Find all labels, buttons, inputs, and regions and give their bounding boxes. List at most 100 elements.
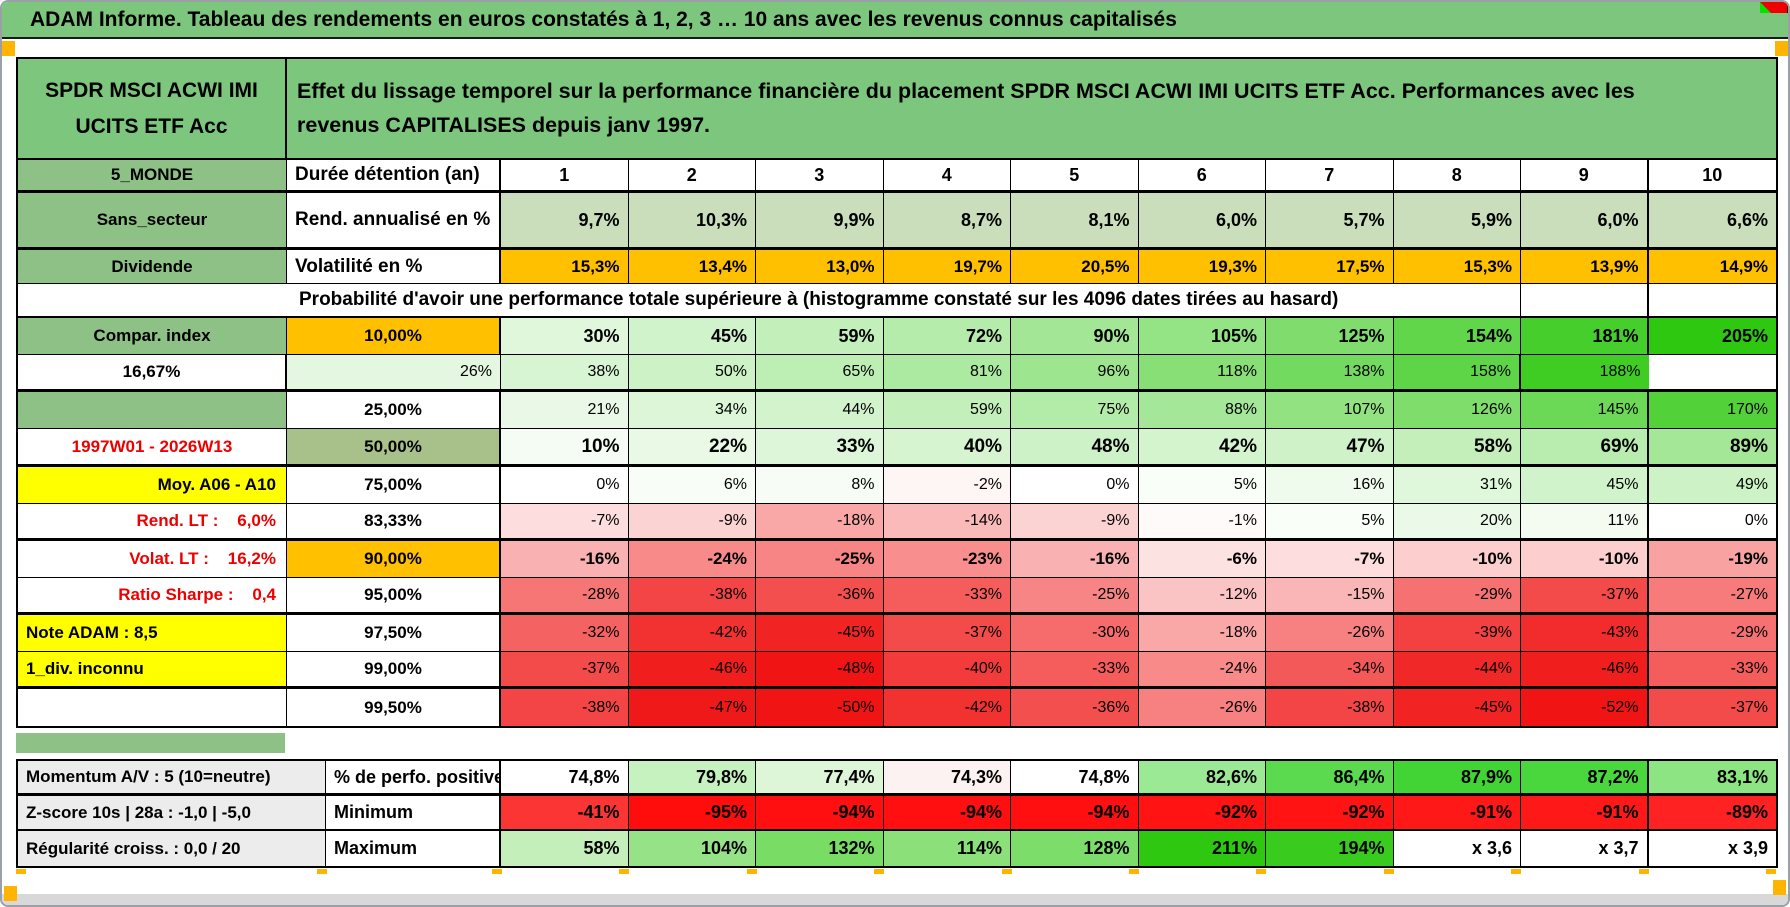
data-cell[interactable]: -1%	[1138, 504, 1266, 538]
data-cell[interactable]: 9,9%	[756, 193, 884, 247]
data-cell[interactable]: 19,7%	[883, 250, 1011, 283]
row-header-cell[interactable]: Régularité croiss. : 0,0 / 20	[18, 831, 326, 866]
data-cell[interactable]: -38%	[628, 578, 756, 612]
data-cell[interactable]: 1	[501, 160, 629, 190]
data-cell[interactable]: -10%	[1521, 541, 1649, 577]
data-cell[interactable]: 114%	[883, 831, 1011, 866]
merged-note-cell[interactable]: Probabilité d'avoir une performance tota…	[287, 284, 1521, 316]
data-cell[interactable]: -37%	[1648, 689, 1776, 726]
data-cell[interactable]: 6,0%	[1521, 193, 1649, 247]
data-cell[interactable]: -24%	[1138, 652, 1266, 686]
data-cell[interactable]: -26%	[1138, 689, 1266, 726]
row-header-cell[interactable]: Sans_secteur	[18, 193, 287, 247]
data-cell[interactable]	[1648, 284, 1776, 316]
data-cell[interactable]: 188%	[1521, 355, 1649, 389]
data-cell[interactable]: 58%	[1393, 429, 1521, 464]
data-cell[interactable]: 49%	[1648, 467, 1776, 503]
row-header-cell[interactable]: Ratio Sharpe : 0,4	[18, 578, 287, 612]
data-cell[interactable]: 104%	[628, 831, 756, 866]
data-cell[interactable]: -89%	[1648, 796, 1776, 829]
data-cell[interactable]: 75%	[1011, 392, 1139, 428]
row-label-cell[interactable]: 25,00%	[287, 392, 501, 428]
data-cell[interactable]: 79,8%	[628, 761, 756, 793]
data-cell[interactable]: 0%	[1648, 504, 1776, 538]
data-cell[interactable]: 105%	[1138, 318, 1266, 354]
data-cell[interactable]: -46%	[628, 652, 756, 686]
row-header-cell[interactable]: 1997W01 - 2026W13	[18, 429, 287, 464]
data-cell[interactable]: 10	[1648, 160, 1776, 190]
data-cell[interactable]: -28%	[501, 578, 629, 612]
data-cell[interactable]: 8	[1393, 160, 1521, 190]
data-cell[interactable]: -38%	[501, 689, 629, 726]
data-cell[interactable]: 132%	[756, 831, 884, 866]
data-cell[interactable]: -7%	[501, 504, 629, 538]
data-cell[interactable]: -36%	[756, 578, 884, 612]
row-label-cell[interactable]: 99,50%	[287, 689, 501, 726]
data-cell[interactable]: -23%	[883, 541, 1011, 577]
fund-name-cell[interactable]: SPDR MSCI ACWI IMI UCITS ETF Acc	[18, 59, 287, 158]
data-cell[interactable]: -27%	[1648, 578, 1776, 612]
data-cell[interactable]: 30%	[501, 318, 629, 354]
data-cell[interactable]: -6%	[1138, 541, 1266, 577]
row-label-cell[interactable]: Durée détention (an)	[287, 160, 501, 190]
data-cell[interactable]: -45%	[1393, 689, 1521, 726]
data-cell[interactable]: 5%	[1266, 504, 1394, 538]
data-cell[interactable]: -16%	[1011, 541, 1139, 577]
data-cell[interactable]: -48%	[756, 652, 884, 686]
data-cell[interactable]: -38%	[1266, 689, 1394, 726]
row-label-cell[interactable]: % de perfo. positive	[326, 761, 501, 793]
data-cell[interactable]: -91%	[1521, 796, 1649, 829]
data-cell[interactable]: -15%	[1266, 578, 1394, 612]
data-cell[interactable]: 14,9%	[1648, 250, 1776, 283]
data-cell[interactable]: -47%	[628, 689, 756, 726]
data-cell[interactable]: -39%	[1393, 615, 1521, 651]
data-cell[interactable]: 10,3%	[628, 193, 756, 247]
row-label-cell[interactable]: Volatilité en %	[287, 250, 501, 283]
data-cell[interactable]: -24%	[628, 541, 756, 577]
data-cell[interactable]: 181%	[1521, 318, 1649, 354]
data-cell[interactable]: 15,3%	[501, 250, 629, 283]
data-cell[interactable]: 87,2%	[1521, 761, 1649, 793]
row-label-cell[interactable]: 99,00%	[287, 652, 501, 686]
data-cell[interactable]: 20%	[1393, 504, 1521, 538]
data-cell[interactable]: 158%	[1393, 355, 1521, 389]
row-label-cell[interactable]: 10,00%	[287, 318, 501, 354]
row-header-cell[interactable]	[18, 689, 287, 726]
data-cell[interactable]: 5	[1011, 160, 1139, 190]
data-cell[interactable]: 13,0%	[756, 250, 884, 283]
data-cell[interactable]: 82,6%	[1138, 761, 1266, 793]
data-cell[interactable]: -10%	[1393, 541, 1521, 577]
row-header-cell[interactable]: Volat. LT : 16,2%	[18, 541, 287, 577]
data-cell[interactable]: -9%	[1011, 504, 1139, 538]
row-header-cell[interactable]: 0	[1760, 2, 1788, 13]
row-label-cell[interactable]: 95,00%	[287, 578, 501, 612]
row-label-cell[interactable]: 50,00%	[287, 429, 501, 464]
data-cell[interactable]: 17,5%	[1266, 250, 1394, 283]
data-cell[interactable]: 118%	[1138, 355, 1266, 389]
data-cell[interactable]: -94%	[1011, 796, 1139, 829]
data-cell[interactable]: 6,0%	[1138, 193, 1266, 247]
data-cell[interactable]: 6%	[628, 467, 756, 503]
data-cell[interactable]: 5%	[1138, 467, 1266, 503]
data-cell[interactable]: -92%	[1138, 796, 1266, 829]
row-header-cell[interactable]	[18, 392, 287, 428]
row-header-cell[interactable]: 5_MONDE	[18, 160, 287, 190]
data-cell[interactable]: 33%	[756, 429, 884, 464]
data-cell[interactable]: -40%	[883, 652, 1011, 686]
data-cell[interactable]: 83,1%	[1648, 761, 1776, 793]
data-cell[interactable]: 45%	[628, 318, 756, 354]
data-cell[interactable]: 74,8%	[1011, 761, 1139, 793]
data-cell[interactable]: 6	[1138, 160, 1266, 190]
data-cell[interactable]: x 3,7	[1521, 831, 1649, 866]
data-cell[interactable]: -14%	[883, 504, 1011, 538]
data-cell[interactable]: 170%	[1648, 392, 1776, 428]
data-cell[interactable]: 145%	[1521, 392, 1649, 428]
data-cell[interactable]: 89%	[1648, 429, 1776, 464]
data-cell[interactable]: 74,8%	[501, 761, 629, 793]
data-cell[interactable]: 194%	[1266, 831, 1394, 866]
data-cell[interactable]: 128%	[1011, 831, 1139, 866]
data-cell[interactable]: 8,7%	[883, 193, 1011, 247]
row-label-cell[interactable]: Rend. annualisé en %	[287, 193, 501, 247]
data-cell[interactable]: 7	[1266, 160, 1394, 190]
data-cell[interactable]: 5,7%	[1266, 193, 1394, 247]
